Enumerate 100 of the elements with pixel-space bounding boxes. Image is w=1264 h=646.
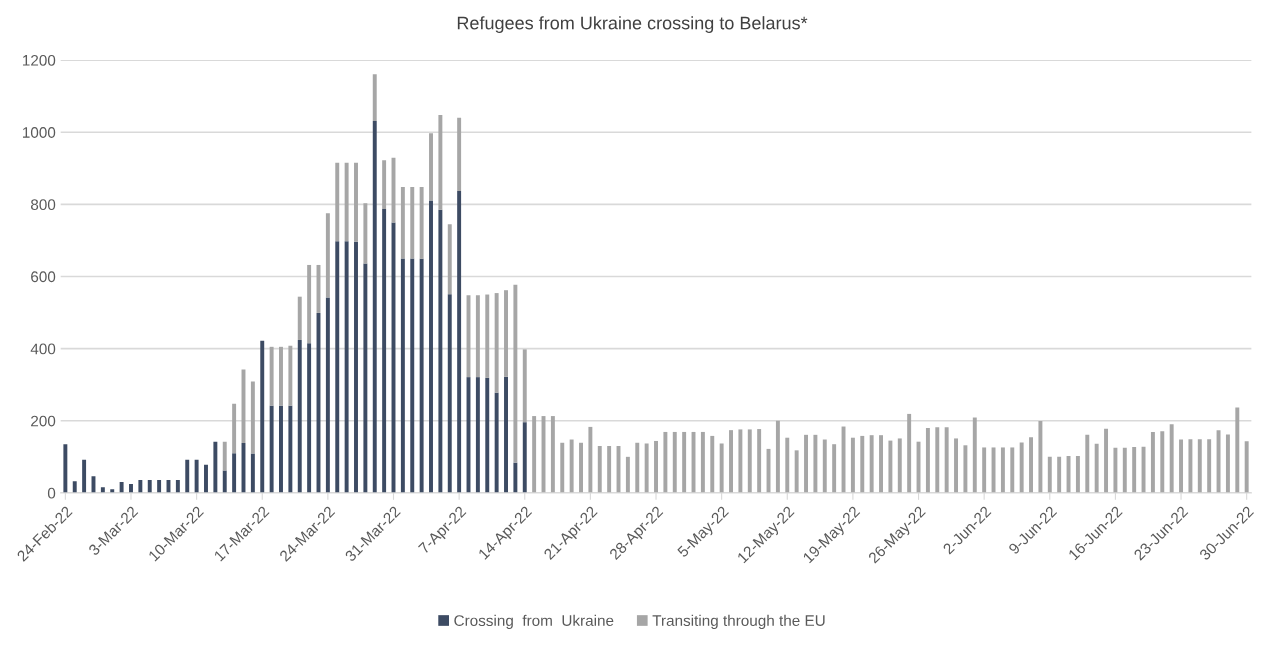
bar (297, 296, 302, 340)
bar (232, 453, 237, 493)
bar (522, 349, 527, 423)
bar (400, 258, 405, 493)
bar (1113, 447, 1118, 493)
y-tick-label: 200 (31, 415, 56, 427)
bar (382, 209, 387, 493)
bar (279, 346, 283, 406)
bar (63, 444, 68, 493)
bar (700, 431, 705, 493)
bar (485, 294, 490, 378)
bar (1179, 439, 1184, 493)
bar (372, 74, 377, 122)
bar (269, 346, 274, 406)
bar (804, 434, 808, 493)
bar (485, 377, 490, 493)
bar (907, 413, 912, 493)
bar (194, 459, 199, 493)
bar (982, 447, 987, 493)
bar (607, 446, 612, 493)
bar (1075, 456, 1080, 493)
bar (822, 439, 827, 493)
bar (447, 294, 452, 493)
bar (250, 453, 255, 493)
bar (813, 434, 818, 493)
bar (1029, 437, 1033, 493)
bar (447, 224, 452, 295)
bar (279, 405, 283, 493)
bar (888, 440, 893, 493)
bar (269, 405, 274, 493)
bar (588, 426, 593, 493)
bar (672, 431, 677, 493)
bar (944, 427, 949, 493)
bar (1150, 431, 1155, 493)
bar (757, 429, 762, 493)
bar (325, 297, 330, 493)
bar (747, 429, 752, 493)
bar (738, 429, 743, 493)
y-tick-label: 1200 (22, 54, 56, 66)
bar (1141, 446, 1146, 493)
bar (204, 464, 208, 493)
chart-title: Refugees from Ukraine crossing to Belarus* (457, 16, 808, 33)
bar (625, 456, 630, 493)
bar (682, 431, 687, 493)
bar (654, 440, 658, 493)
bar (794, 450, 799, 493)
bar (710, 435, 715, 493)
bar (550, 416, 555, 493)
y-tick-label: 0 (47, 487, 56, 499)
bar (297, 339, 302, 493)
bar (1038, 421, 1043, 493)
bar (1047, 456, 1052, 493)
bar (579, 442, 583, 493)
bar (560, 442, 565, 493)
bar (335, 241, 340, 493)
bar (222, 470, 227, 493)
bar (860, 435, 865, 493)
bar (382, 160, 387, 210)
bar (138, 479, 143, 493)
bar (429, 200, 433, 493)
bar (1188, 439, 1193, 493)
legend-label: Transiting through the EU (652, 614, 825, 630)
bar (719, 443, 724, 493)
bar (513, 462, 518, 493)
bar (475, 295, 480, 378)
bar (419, 258, 424, 493)
bar (1160, 431, 1165, 493)
bar (72, 481, 77, 493)
bar (1169, 424, 1174, 493)
bar (1207, 439, 1212, 493)
bar (288, 345, 293, 406)
bar (663, 431, 668, 493)
bar (513, 284, 518, 463)
bar (372, 121, 377, 493)
bar (963, 445, 968, 493)
bar (419, 187, 424, 259)
bar (157, 479, 162, 493)
bar (250, 381, 255, 454)
bar (1244, 441, 1249, 493)
legend-label: Crossing from Ukraine (454, 614, 614, 630)
bar (1010, 447, 1015, 493)
bar (729, 430, 733, 493)
bar (869, 435, 874, 493)
bar (344, 162, 349, 242)
bar (522, 422, 527, 493)
bar (832, 444, 837, 493)
bar (429, 133, 433, 201)
bar (222, 441, 227, 471)
bar (504, 290, 508, 377)
bar (307, 343, 312, 493)
bar (325, 213, 330, 298)
bar (363, 203, 368, 264)
bar (494, 392, 499, 493)
bar (954, 438, 958, 493)
bar (232, 403, 237, 454)
bar (991, 447, 996, 493)
y-tick-label: 400 (30, 343, 56, 355)
bar (1019, 442, 1024, 493)
bar (532, 416, 537, 493)
bar (119, 482, 124, 493)
